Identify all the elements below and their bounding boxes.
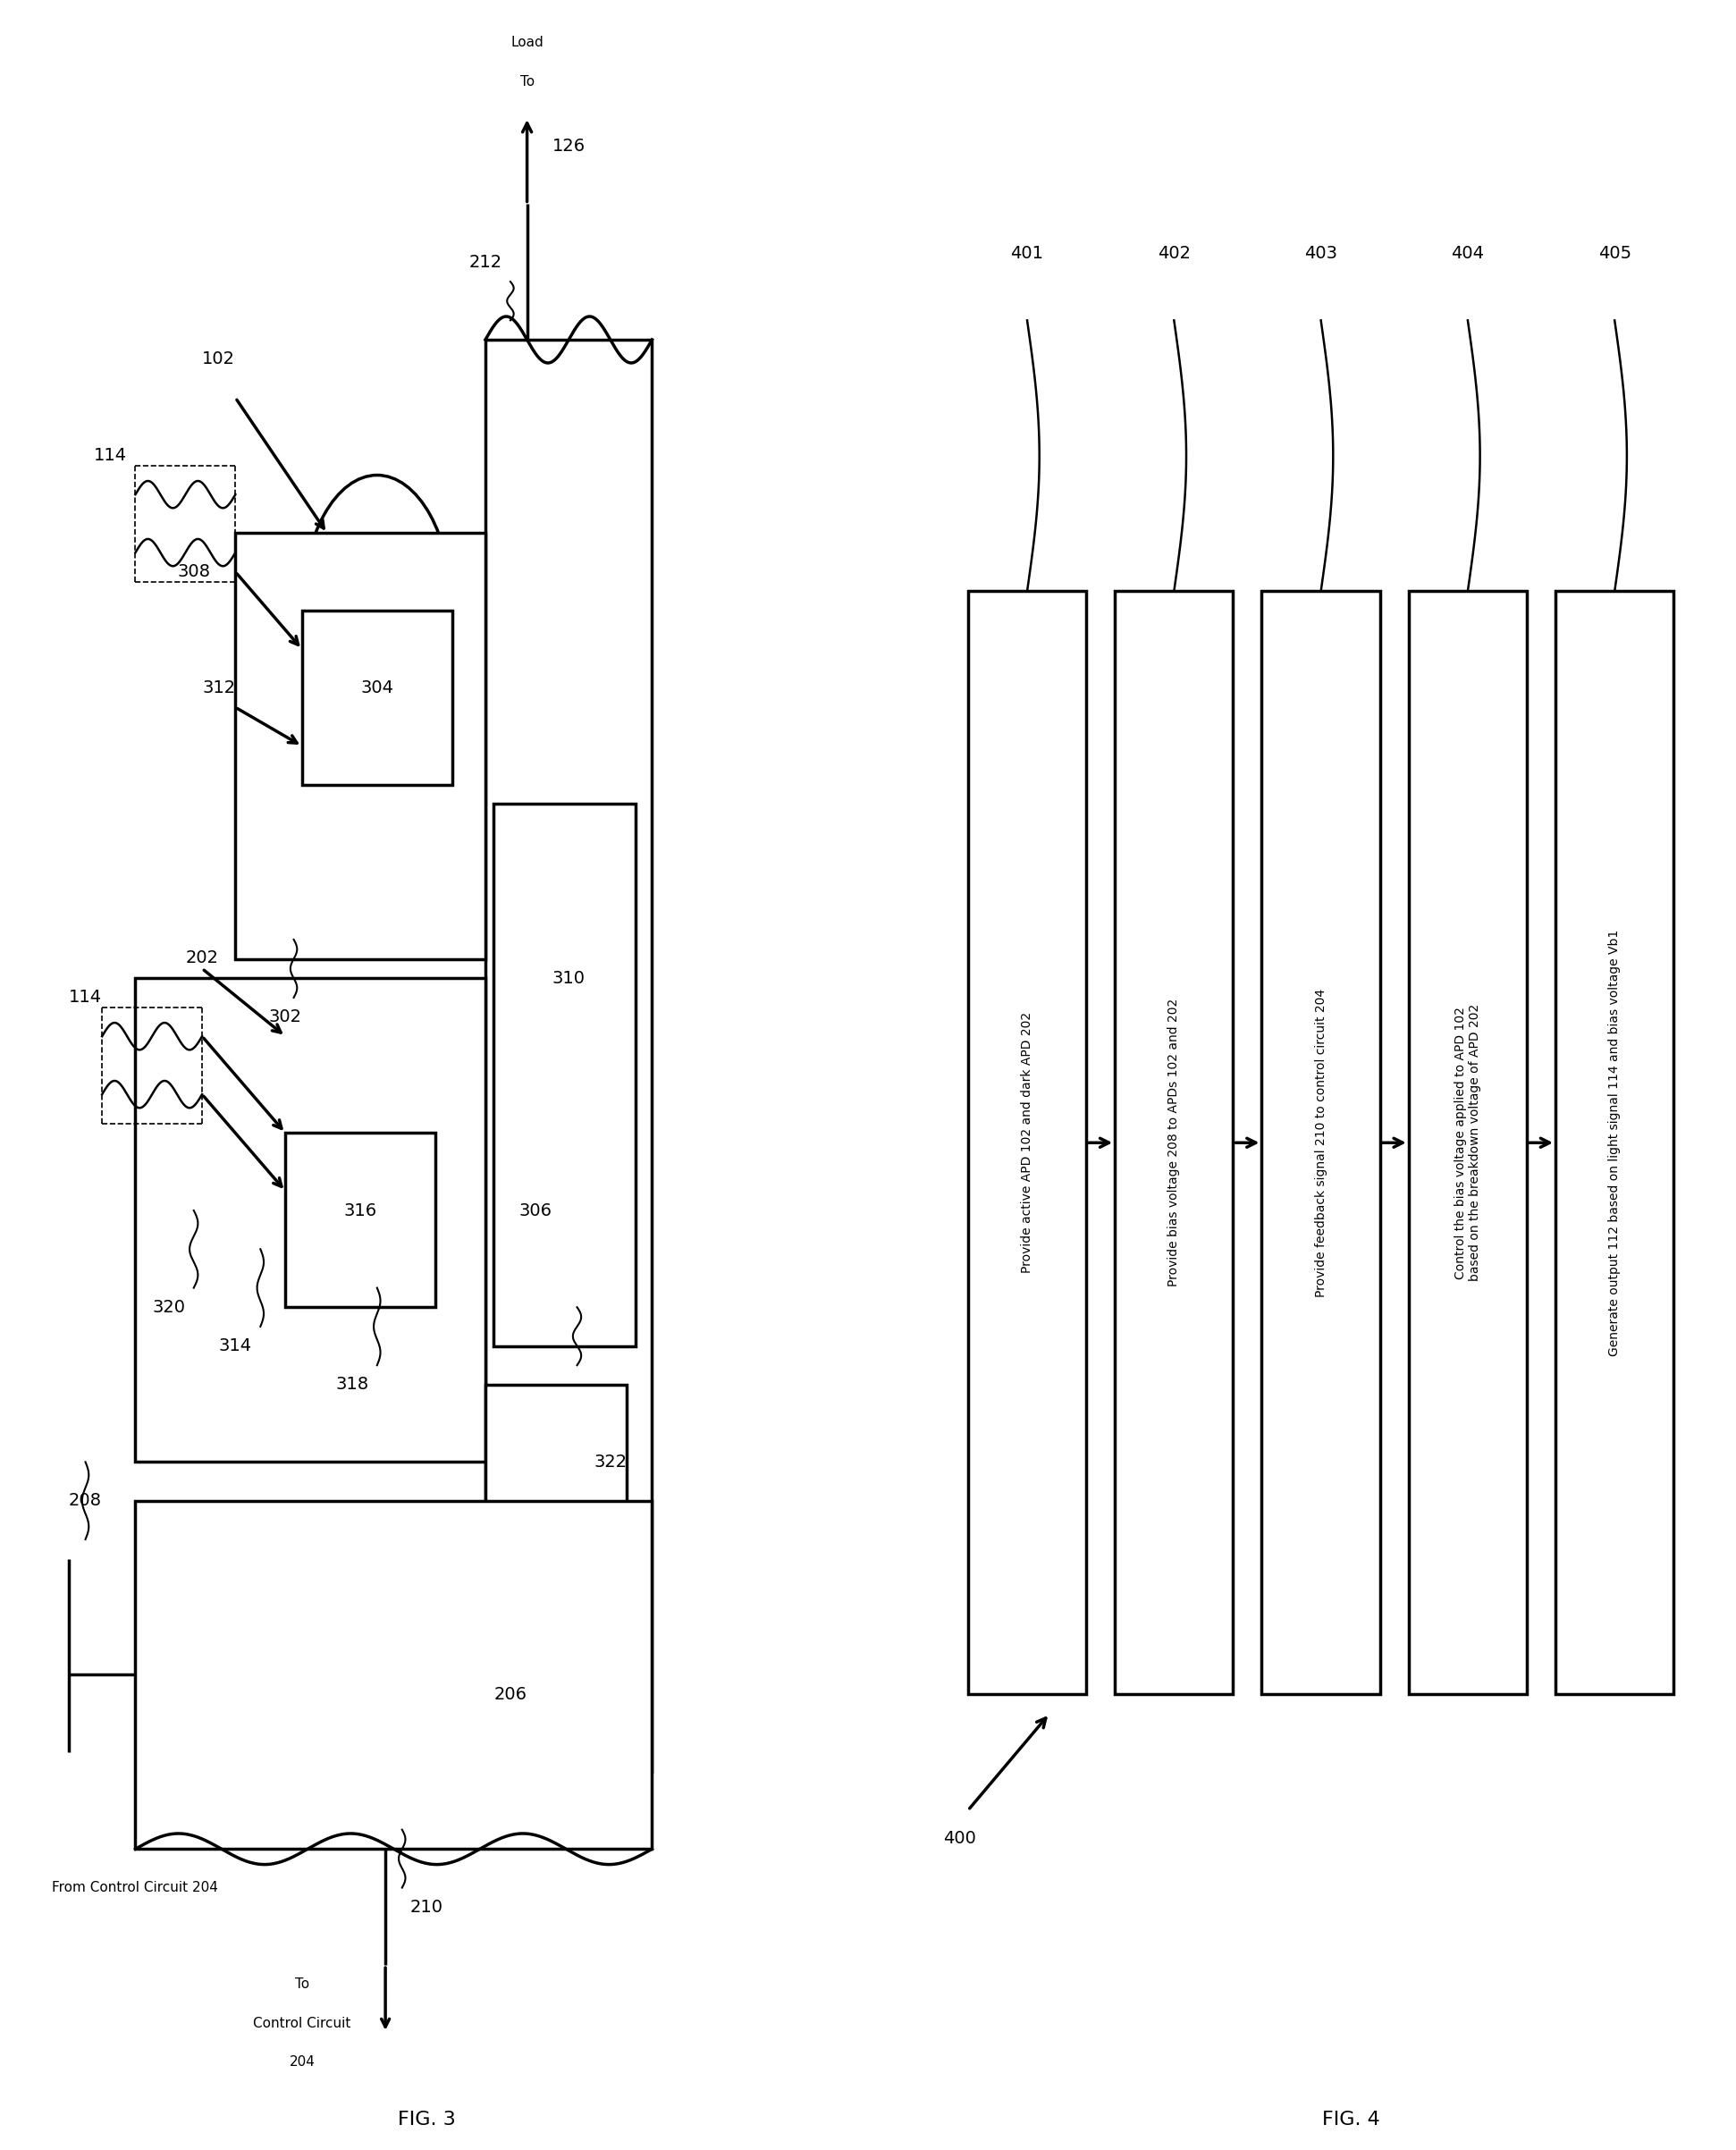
- Text: 304: 304: [361, 679, 394, 697]
- Text: FIG. 4: FIG. 4: [1323, 2111, 1380, 2129]
- Bar: [135, 978, 486, 1462]
- Text: Control Circuit: Control Circuit: [253, 2017, 351, 2030]
- Text: 308: 308: [177, 563, 210, 580]
- Text: 204: 204: [290, 2055, 314, 2068]
- Text: 400: 400: [943, 1830, 976, 1847]
- Bar: [135, 1501, 653, 1849]
- Text: 401: 401: [1010, 245, 1043, 262]
- Text: 318: 318: [335, 1376, 368, 1393]
- Text: FIG. 3: FIG. 3: [398, 2111, 457, 2129]
- Text: 316: 316: [344, 1202, 377, 1219]
- Text: 212: 212: [469, 254, 502, 271]
- Text: 405: 405: [1599, 245, 1632, 262]
- Text: 302: 302: [269, 1008, 302, 1026]
- Text: 114: 114: [94, 447, 127, 464]
- Text: 126: 126: [552, 138, 585, 155]
- Text: 312: 312: [201, 679, 236, 697]
- Text: 114: 114: [69, 989, 102, 1006]
- Text: To: To: [519, 75, 535, 88]
- Bar: [493, 804, 635, 1346]
- Text: 102: 102: [201, 350, 236, 368]
- Bar: [302, 611, 451, 785]
- Text: 314: 314: [219, 1337, 252, 1355]
- Text: Generate output 112 based on light signal 114 and bias voltage Vb1: Generate output 112 based on light signa…: [1608, 929, 1621, 1357]
- Bar: [486, 340, 653, 1772]
- Text: Provide active APD 102 and dark APD 202: Provide active APD 102 and dark APD 202: [1021, 1013, 1033, 1273]
- Text: 402: 402: [1158, 245, 1191, 262]
- Bar: [236, 533, 486, 959]
- Text: 306: 306: [519, 1202, 552, 1219]
- Text: From Control Circuit 204: From Control Circuit 204: [52, 1881, 219, 1894]
- Text: 206: 206: [493, 1686, 528, 1703]
- Bar: [285, 1133, 436, 1307]
- Text: 404: 404: [1451, 245, 1484, 262]
- Bar: [1555, 591, 1674, 1694]
- Text: 210: 210: [410, 1898, 443, 1916]
- Text: 322: 322: [594, 1453, 627, 1471]
- Text: Provide feedback signal 210 to control circuit 204: Provide feedback signal 210 to control c…: [1314, 989, 1326, 1296]
- Text: Control the bias voltage applied to APD 102
based on the breakdown voltage of AP: Control the bias voltage applied to APD …: [1455, 1004, 1481, 1281]
- Bar: [1408, 591, 1528, 1694]
- Text: To: To: [295, 1978, 309, 1991]
- Bar: [1262, 591, 1380, 1694]
- Bar: [969, 591, 1087, 1694]
- Bar: [1115, 591, 1233, 1694]
- Text: Provide bias voltage 208 to APDs 102 and 202: Provide bias voltage 208 to APDs 102 and…: [1168, 1000, 1180, 1286]
- Text: 403: 403: [1304, 245, 1337, 262]
- Text: Load: Load: [510, 37, 543, 49]
- Text: 320: 320: [153, 1299, 186, 1316]
- Text: 202: 202: [186, 950, 219, 965]
- Text: 208: 208: [69, 1492, 102, 1509]
- Bar: [486, 1385, 627, 1578]
- Text: 310: 310: [552, 970, 585, 987]
